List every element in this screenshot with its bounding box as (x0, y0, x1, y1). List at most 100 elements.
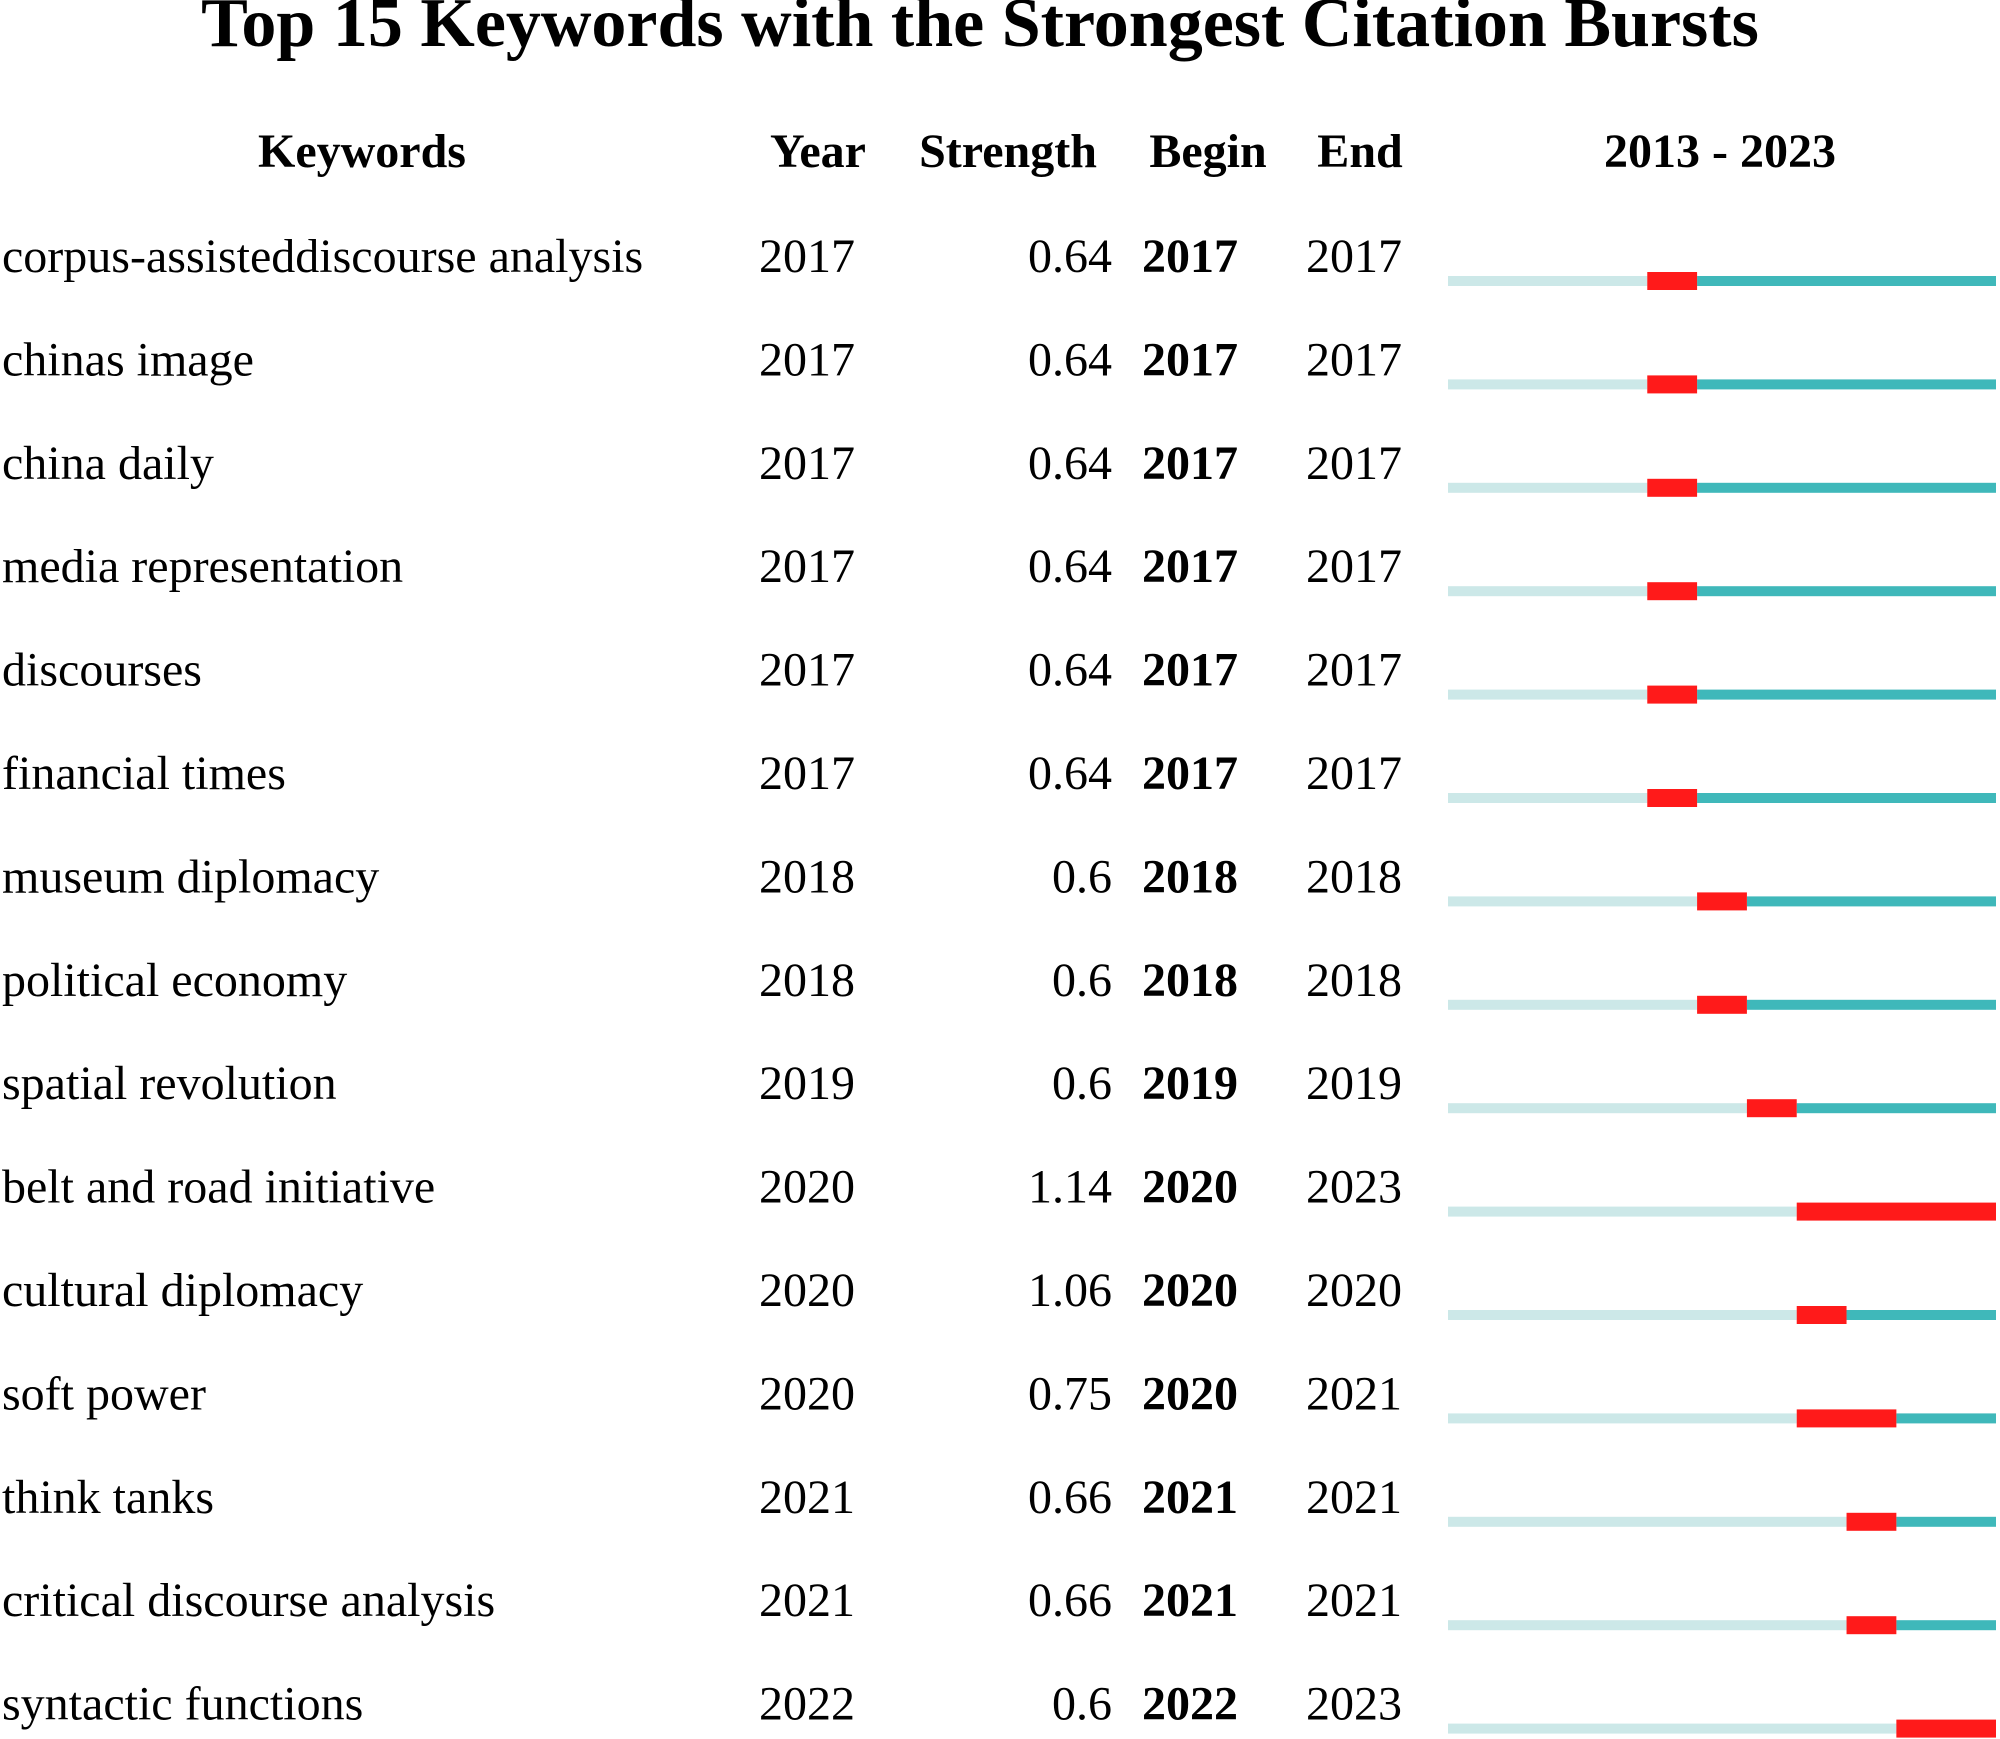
burst (1647, 375, 1698, 394)
pre-appearance (1448, 1206, 1797, 1217)
strength: 0.64 (1028, 540, 1112, 593)
year: 2018 (759, 850, 855, 903)
keyword: critical discourse analysis (2, 1574, 495, 1627)
burst (1746, 1099, 1797, 1118)
pre-appearance (1448, 276, 1648, 286)
keyword: museum diplomacy (2, 850, 379, 903)
begin: 2020 (1142, 1264, 1238, 1317)
end: 2018 (1306, 954, 1402, 1007)
end: 2023 (1306, 1678, 1402, 1731)
burst (1896, 1719, 1996, 1738)
end: 2017 (1306, 540, 1402, 593)
strength: 0.64 (1028, 230, 1112, 283)
keyword: spatial revolution (2, 1057, 337, 1110)
strength: 0.64 (1028, 437, 1112, 490)
keyword: chinas image (2, 333, 254, 386)
pre-appearance (1448, 482, 1648, 493)
post-burst (1896, 1516, 1996, 1527)
strength: 0.64 (1028, 747, 1112, 800)
burst (1647, 789, 1698, 807)
end: 2017 (1306, 747, 1402, 800)
keyword: cultural diplomacy (2, 1264, 363, 1317)
keyword: china daily (2, 437, 214, 490)
pre-appearance (1448, 1516, 1847, 1527)
column-header: Strength (919, 125, 1097, 178)
begin: 2020 (1142, 1367, 1238, 1420)
burst (1647, 582, 1698, 601)
year: 2020 (759, 1264, 855, 1317)
post-burst (1896, 1620, 1996, 1631)
burst (1796, 1306, 1847, 1324)
keyword: political economy (2, 954, 347, 1007)
year: 2017 (759, 230, 855, 283)
burst (1697, 995, 1747, 1014)
pre-appearance (1448, 1103, 1747, 1114)
year: 2017 (759, 747, 855, 800)
strength: 0.6 (1052, 954, 1112, 1007)
strength: 0.6 (1052, 850, 1112, 903)
post-burst (1746, 999, 1996, 1010)
post-burst (1697, 482, 1996, 493)
post-burst (1697, 689, 1996, 700)
begin: 2017 (1142, 540, 1238, 593)
burst (1846, 1512, 1897, 1531)
pre-appearance (1448, 793, 1648, 803)
begin: 2017 (1142, 230, 1238, 283)
year: 2021 (759, 1574, 855, 1627)
end: 2018 (1306, 850, 1402, 903)
year: 2019 (759, 1057, 855, 1110)
year: 2017 (759, 437, 855, 490)
pre-appearance (1448, 896, 1698, 907)
pre-appearance (1448, 379, 1648, 390)
post-burst (1697, 586, 1996, 597)
pre-appearance (1448, 1620, 1847, 1631)
title: Top 15 Keywords with the Strongest Citat… (201, 0, 1759, 62)
burst (1647, 478, 1698, 497)
year: 2020 (759, 1367, 855, 1420)
post-burst (1697, 379, 1996, 390)
strength: 1.06 (1028, 1264, 1112, 1317)
end: 2021 (1306, 1367, 1402, 1420)
strength: 0.75 (1028, 1367, 1112, 1420)
burst (1697, 892, 1747, 911)
year: 2021 (759, 1471, 855, 1524)
year: 2017 (759, 333, 855, 386)
strength: 0.64 (1028, 333, 1112, 386)
strength: 0.6 (1052, 1678, 1112, 1731)
end: 2021 (1306, 1471, 1402, 1524)
strength: 0.64 (1028, 644, 1112, 697)
post-burst (1896, 1413, 1996, 1424)
end: 2020 (1306, 1264, 1402, 1317)
burst (1647, 272, 1698, 290)
year: 2017 (759, 540, 855, 593)
strength: 0.66 (1028, 1471, 1112, 1524)
keyword: discourses (2, 644, 202, 697)
post-burst (1746, 896, 1996, 907)
begin: 2017 (1142, 644, 1238, 697)
column-header: Begin (1149, 125, 1266, 178)
post-burst (1697, 793, 1996, 803)
post-burst (1796, 1103, 1996, 1114)
end: 2023 (1306, 1161, 1402, 1214)
begin: 2021 (1142, 1471, 1238, 1524)
keyword: syntactic functions (2, 1678, 363, 1731)
year: 2017 (759, 644, 855, 697)
end: 2017 (1306, 333, 1402, 386)
column-header: 2013 - 2023 (1604, 125, 1836, 178)
pre-appearance (1448, 1310, 1797, 1320)
strength: 0.6 (1052, 1057, 1112, 1110)
pre-appearance (1448, 999, 1698, 1010)
keyword: belt and road initiative (2, 1161, 435, 1214)
burst (1796, 1409, 1897, 1428)
burst (1796, 1202, 1996, 1221)
begin: 2020 (1142, 1161, 1238, 1214)
column-header: Year (770, 125, 866, 178)
begin: 2017 (1142, 437, 1238, 490)
keyword: soft power (2, 1367, 206, 1420)
year: 2020 (759, 1161, 855, 1214)
strength: 1.14 (1028, 1161, 1112, 1214)
burst (1846, 1616, 1897, 1635)
post-burst (1846, 1310, 1996, 1320)
keyword: think tanks (2, 1471, 214, 1524)
end: 2021 (1306, 1574, 1402, 1627)
